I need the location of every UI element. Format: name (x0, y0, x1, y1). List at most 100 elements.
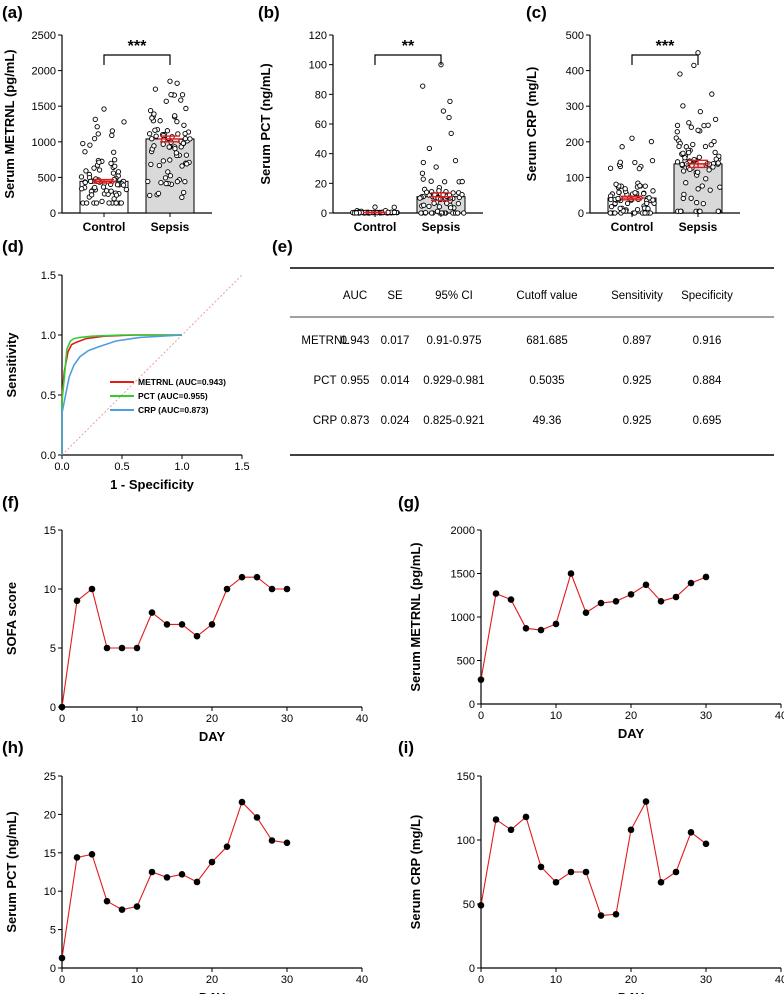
data-point (353, 210, 360, 216)
data-point (163, 621, 171, 628)
y-tick-label: 15 (44, 848, 56, 860)
data-point (552, 878, 560, 886)
data-point (700, 200, 706, 207)
data-point (681, 191, 687, 198)
x-tick-label: 30 (700, 974, 712, 986)
table-header-cell: AUC (343, 290, 367, 302)
data-point (92, 116, 98, 123)
data-point (99, 198, 105, 205)
data-point (83, 200, 90, 206)
data-point (455, 210, 461, 216)
data-point (447, 98, 453, 105)
data-point (715, 208, 721, 214)
data-point (158, 180, 164, 186)
y-tick-label: 40 (315, 149, 327, 161)
y-tick-label: 2500 (32, 30, 56, 42)
data-point (103, 644, 111, 652)
table-row-label: PCT (314, 375, 337, 387)
table-cell: 681.685 (526, 335, 568, 347)
data-point (712, 149, 718, 156)
data-point (420, 83, 426, 89)
x-category-label: Control (354, 220, 397, 234)
data-point (428, 210, 435, 216)
data-point (73, 597, 81, 605)
data-point (433, 164, 439, 170)
data-point (688, 195, 694, 201)
data-point (613, 181, 619, 187)
y-axis-label: Serum METRNL (pg/mL) (408, 542, 423, 691)
data-point (695, 186, 701, 192)
y-tick-label: 10 (44, 584, 56, 596)
data-point (238, 798, 246, 806)
data-point (632, 210, 638, 216)
data-point (703, 176, 709, 182)
x-tick-label: 0 (478, 710, 484, 722)
data-point (153, 133, 159, 139)
data-point (522, 625, 530, 632)
x-tick-label: 0.5 (114, 461, 129, 473)
significance-label: *** (128, 38, 147, 55)
table-cell: 0.916 (693, 335, 722, 347)
data-point (182, 179, 188, 185)
y-tick-label: 20 (44, 809, 56, 821)
data-point (674, 122, 681, 129)
x-tick-label: 40 (775, 974, 784, 986)
roc-summary-table: AUC SE 95% CI Cutoff value Sensitivity Specif… (290, 267, 774, 456)
y-axis-label: Serum METRNL (pg/mL) (2, 49, 17, 198)
data-point (624, 200, 631, 207)
data-point (645, 205, 651, 212)
legend-label-metrnl: METRNL (AUC=0.943) (138, 377, 226, 387)
data-point (650, 197, 656, 203)
x-tick-label: 40 (356, 974, 368, 986)
significance-bracket (103, 54, 171, 65)
table-header-cell: Sensitivity (611, 290, 663, 302)
data-point (695, 169, 701, 175)
x-tick-label: 0.0 (54, 461, 69, 473)
data-point (707, 187, 713, 193)
data-point (173, 150, 180, 156)
data-point (492, 590, 500, 597)
y-axis-label: Sensitivity (4, 332, 19, 398)
data-point (118, 200, 124, 206)
significance-label: *** (656, 38, 675, 55)
table-header-cell: Specificity (681, 290, 733, 302)
y-axis-label: SOFA score (4, 582, 19, 655)
data-point (88, 585, 96, 593)
data-point (113, 192, 120, 198)
data-point (283, 585, 291, 593)
data-point-max (372, 204, 378, 210)
panel-label-i: (i) (398, 738, 414, 757)
data-point-max (167, 78, 173, 84)
x-tick-label: 0 (59, 974, 65, 986)
table-cell: 0.925 (623, 415, 652, 427)
y-tick-label: 500 (457, 656, 475, 668)
data-point (642, 798, 650, 805)
data-point (676, 143, 682, 150)
data-point (434, 208, 441, 214)
data-point (612, 910, 620, 918)
data-point (455, 200, 462, 207)
y-tick-label: 150 (457, 771, 475, 783)
series-line (480, 799, 707, 917)
data-point (181, 189, 187, 196)
data-point (165, 169, 171, 175)
data-point (691, 62, 697, 69)
data-point (106, 200, 112, 206)
x-axis-label: DAY (618, 726, 645, 741)
significance-label: ** (402, 38, 415, 55)
significance-bracket (631, 54, 699, 65)
data-point (710, 164, 716, 170)
data-point (567, 570, 575, 577)
data-point (417, 195, 423, 201)
data-point (608, 204, 615, 210)
data-point (80, 140, 86, 147)
data-point (686, 120, 692, 126)
y-tick-label: 0.0 (41, 450, 56, 462)
data-point (108, 188, 114, 194)
data-point (182, 130, 188, 137)
y-tick-label: 200 (566, 137, 584, 149)
data-point (100, 184, 107, 190)
table-row-label: CRP (313, 415, 338, 427)
data-point (678, 208, 684, 214)
data-point (167, 173, 174, 179)
